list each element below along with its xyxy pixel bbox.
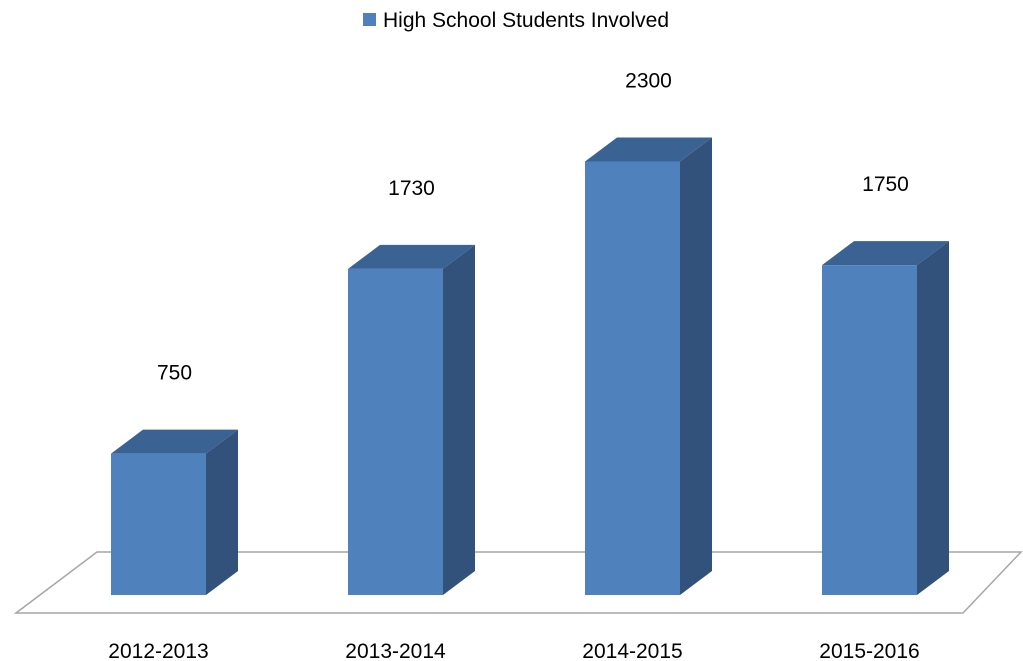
floor-outline <box>13 551 1023 614</box>
bar-front <box>111 453 206 595</box>
bar-2013-2014 <box>348 244 475 595</box>
category-tick-label: 2014-2015 <box>582 640 682 661</box>
legend-label: High School Students Involved <box>383 9 669 32</box>
bar-top <box>348 244 475 269</box>
bar-front <box>585 161 680 595</box>
legend-swatch <box>363 13 376 26</box>
category-tick-label: 2015-2016 <box>819 640 919 661</box>
bar-top <box>822 241 949 266</box>
category-tick-label: 2013-2014 <box>345 640 446 661</box>
bar-front <box>822 265 917 595</box>
bar-side <box>917 241 949 595</box>
data-label: 2300 <box>625 69 672 92</box>
category-axis: 2012-2013 2013-2014 2014-2015 2015-2016 <box>108 640 919 661</box>
bar-2015-2016 <box>822 241 949 595</box>
data-label: 1750 <box>862 173 909 196</box>
bar-top <box>585 137 712 162</box>
data-labels-group: 750 1730 2300 1750 <box>157 69 909 384</box>
category-tick-label: 2012-2013 <box>108 640 208 661</box>
bar-top <box>111 429 238 454</box>
bar-side <box>206 429 238 595</box>
legend: High School Students Involved <box>363 9 669 32</box>
bar-side <box>680 137 712 595</box>
bar-side <box>443 244 475 595</box>
data-label: 1730 <box>388 177 435 200</box>
bar-front <box>348 268 443 595</box>
bars-group <box>111 137 949 595</box>
bar-2012-2013 <box>111 429 238 595</box>
chart-floor <box>13 551 1023 614</box>
data-label: 750 <box>157 362 192 385</box>
bar-2014-2015 <box>585 137 712 595</box>
